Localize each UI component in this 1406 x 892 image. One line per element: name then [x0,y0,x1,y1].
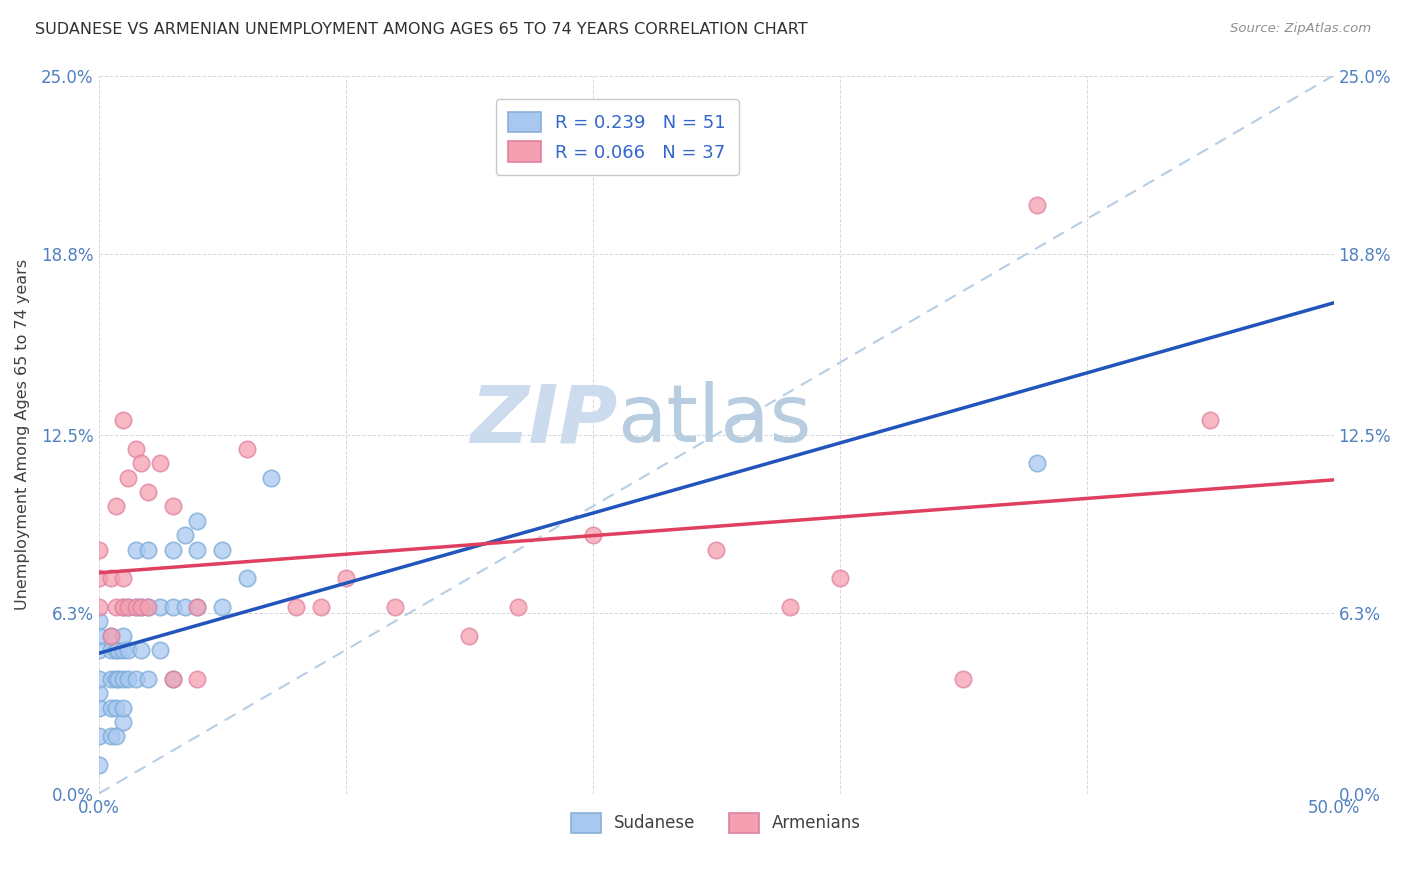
Point [124,599,146,614]
Point [112,643,135,657]
Point [174,599,197,614]
Point [285,599,308,614]
Point [112,413,135,427]
Point [162,672,184,686]
Point [104,643,127,657]
Point [112,629,135,643]
Point [112,672,135,686]
Point [112,571,135,585]
Point [136,599,159,614]
Point [117,599,139,614]
Point [704,542,727,557]
Point [136,599,159,614]
Point [162,500,184,514]
Point [100,643,122,657]
Point [87,615,110,629]
Point [828,571,851,585]
Point [112,599,135,614]
Point [162,672,184,686]
Point [124,599,146,614]
Point [87,571,110,585]
Point [117,471,139,485]
Point [1026,456,1049,470]
Point [149,456,172,470]
Point [124,442,146,456]
Point [87,758,110,772]
Point [117,599,139,614]
Text: Source: ZipAtlas.com: Source: ZipAtlas.com [1230,22,1371,36]
Point [100,629,122,643]
Point [87,729,110,743]
Point [87,599,110,614]
Point [458,629,481,643]
Point [107,643,129,657]
Point [124,672,146,686]
Point [186,542,208,557]
Point [104,700,127,714]
Point [335,571,357,585]
Point [129,599,152,614]
Point [581,528,603,542]
Point [162,599,184,614]
Point [87,686,110,700]
Point [100,700,122,714]
Point [117,643,139,657]
Y-axis label: Unemployment Among Ages 65 to 74 years: Unemployment Among Ages 65 to 74 years [15,259,30,610]
Point [149,599,172,614]
Point [952,672,974,686]
Point [112,714,135,729]
Point [104,599,127,614]
Point [384,599,406,614]
Point [124,542,146,557]
Point [779,599,801,614]
Text: SUDANESE VS ARMENIAN UNEMPLOYMENT AMONG AGES 65 TO 74 YEARS CORRELATION CHART: SUDANESE VS ARMENIAN UNEMPLOYMENT AMONG … [35,22,808,37]
Point [1199,413,1222,427]
Point [162,542,184,557]
Point [87,643,110,657]
Point [107,672,129,686]
Point [87,700,110,714]
Text: atlas: atlas [617,381,811,459]
Point [129,599,152,614]
Point [104,729,127,743]
Point [136,542,159,557]
Point [112,700,135,714]
Point [87,629,110,643]
Point [309,599,332,614]
Legend: Sudanese, Armenians: Sudanese, Armenians [564,806,868,839]
Point [87,672,110,686]
Point [100,571,122,585]
Point [508,599,530,614]
Point [104,672,127,686]
Point [149,643,172,657]
Point [211,599,233,614]
Point [186,514,208,528]
Point [186,599,208,614]
Point [260,471,283,485]
Point [129,456,152,470]
Point [104,500,127,514]
Point [1026,198,1049,212]
Point [100,729,122,743]
Point [174,528,197,542]
Point [136,672,159,686]
Point [112,599,135,614]
Point [87,542,110,557]
Point [186,672,208,686]
Text: ZIP: ZIP [470,381,617,459]
Point [117,672,139,686]
Point [236,442,259,456]
Point [129,643,152,657]
Point [136,485,159,500]
Point [100,672,122,686]
Point [100,629,122,643]
Point [211,542,233,557]
Point [236,571,259,585]
Point [186,599,208,614]
